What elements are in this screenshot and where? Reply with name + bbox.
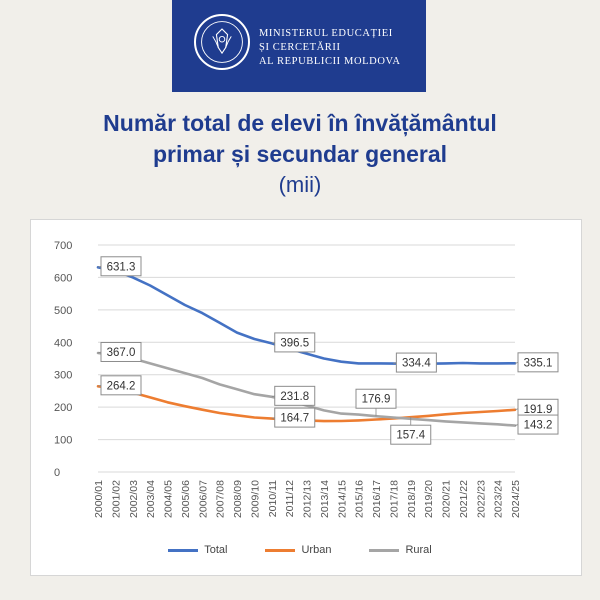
data-label-box-rural-24	[517, 414, 559, 435]
x-tick-label-12: 2012/13	[302, 480, 314, 518]
y-tick-label-100: 100	[54, 435, 72, 447]
data-label-rural-10: 231.8	[280, 391, 309, 403]
x-tick-label-5: 2005/06	[180, 480, 192, 518]
x-tick-label-16: 2016/17	[371, 480, 383, 518]
x-tick-label-8: 2008/09	[232, 480, 244, 518]
y-tick-label-0: 0	[54, 467, 60, 479]
x-tick-label-3: 2003/04	[145, 480, 157, 518]
x-tick-label-1: 2001/02	[110, 480, 122, 518]
data-label-total-0: 631.3	[107, 261, 136, 273]
title-unit: (mii)	[278, 172, 322, 197]
x-tick-label-22: 2022/23	[475, 480, 487, 518]
ministry-line-1: MINISTERUL EDUCAȚIEI	[259, 28, 393, 39]
y-tick-label-400: 400	[54, 337, 72, 349]
ministry-line-2: ȘI CERCETĂRII	[259, 42, 341, 53]
x-tick-label-2: 2002/03	[128, 480, 140, 518]
x-tick-label-23: 2023/24	[493, 480, 505, 518]
x-tick-label-13: 2013/14	[319, 480, 331, 518]
x-tick-label-0: 2000/01	[93, 480, 105, 518]
x-tick-label-24: 2024/25	[510, 480, 522, 518]
x-tick-label-19: 2019/20	[423, 480, 435, 518]
data-label-total-17: 334.4	[402, 358, 431, 370]
data-label-box-rural-10	[274, 385, 316, 406]
data-label-rural-16: 176.9	[362, 394, 391, 406]
ministry-name: MINISTERUL EDUCAȚIEI ȘI CERCETĂRII AL RE…	[259, 27, 429, 69]
data-label-total-10: 396.5	[280, 337, 309, 349]
x-tick-label-9: 2009/10	[249, 480, 261, 518]
title-line-2: primar și secundar general	[152, 141, 447, 167]
data-label-box-rural-16	[355, 388, 397, 409]
legend-swatch-total	[168, 548, 199, 552]
data-label-box-total-0	[100, 256, 142, 277]
legend-swatch-urban	[265, 548, 296, 552]
data-label-urban-10: 164.7	[280, 413, 309, 425]
state-seal-icon	[194, 14, 250, 70]
data-label-box-total-17	[395, 352, 437, 373]
data-label-box-rural-0	[100, 341, 142, 362]
x-tick-label-17: 2017/18	[388, 480, 400, 518]
legend-label-rural: Rural	[405, 544, 432, 556]
legend-item-rural: Rural	[369, 540, 432, 560]
title-line-1: Număr total de elevi în învățământul	[103, 110, 497, 136]
legend-label-urban: Urban	[301, 544, 332, 556]
x-tick-label-18: 2018/19	[406, 480, 418, 518]
y-tick-label-700: 700	[54, 240, 72, 252]
x-tick-label-15: 2015/16	[354, 480, 366, 518]
data-label-rural-0: 367.0	[107, 347, 136, 359]
series-line-total	[96, 265, 517, 365]
data-label-box-urban-18	[390, 424, 432, 445]
x-tick-label-11: 2011/12	[284, 480, 296, 517]
x-tick-label-6: 2006/07	[197, 480, 209, 518]
x-tick-label-10: 2010/11	[267, 480, 279, 517]
data-label-box-urban-10	[274, 407, 316, 428]
data-label-urban-0: 264.2	[107, 380, 136, 392]
legend-swatch-rural	[369, 548, 400, 552]
line-chart: 0 100 200 300 400 500 600 700 2000/01 2001/02 2002…	[54, 240, 559, 518]
chart-legend: Total Urban Rural	[0, 540, 600, 560]
x-tick-label-7: 2007/08	[215, 480, 227, 518]
x-tick-label-14: 2014/15	[336, 480, 348, 518]
data-label-box-total-24	[517, 352, 559, 373]
legend-label-total: Total	[204, 544, 228, 556]
x-tick-label-4: 2004/05	[163, 480, 175, 518]
data-label-rural-24: 143.2	[524, 420, 553, 432]
y-tick-label-600: 600	[54, 272, 72, 284]
page-title: Număr total de elevi în învățământul pri…	[0, 108, 600, 170]
data-label-box-urban-0	[100, 375, 142, 396]
data-label-urban-18: 157.4	[396, 430, 425, 442]
y-tick-label-200: 200	[54, 402, 72, 414]
y-tick-label-500: 500	[54, 305, 72, 317]
data-label-urban-24: 191.9	[524, 404, 553, 416]
ministry-line-3: AL REPUBLICII MOLDOVA	[259, 56, 401, 67]
legend-item-total: Total	[168, 540, 227, 560]
legend-item-urban: Urban	[265, 540, 331, 560]
data-label-box-total-10	[274, 332, 316, 353]
x-tick-label-21: 2021/22	[458, 480, 470, 518]
data-label-total-24: 335.1	[524, 357, 553, 369]
x-tick-label-20: 2020/21	[441, 480, 453, 518]
y-tick-label-300: 300	[54, 370, 72, 382]
